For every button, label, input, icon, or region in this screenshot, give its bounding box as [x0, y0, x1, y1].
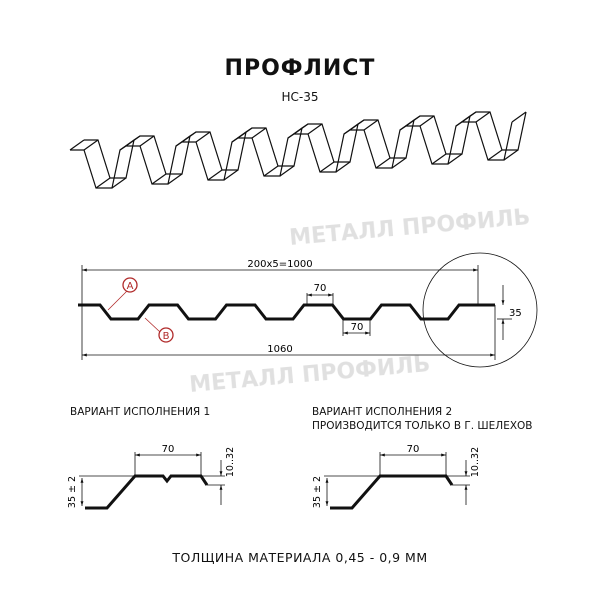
sheet-rib-line: [335, 161, 351, 173]
sheet-rib-line: [125, 135, 141, 147]
variant1-label: ВАРИАНТ ИСПОЛНЕНИЯ 1: [70, 406, 211, 418]
sheet-rib-line: [391, 157, 407, 169]
material-thickness: ТОЛЩИНА МАТЕРИАЛА 0,45 - 0,9 ММ: [172, 550, 428, 565]
profile-detail: [85, 474, 209, 510]
model-code: НС-35: [281, 90, 319, 104]
detail-width-label: 70: [407, 444, 420, 455]
marker-b: [158, 327, 174, 343]
variant1-detail: 70 35 ± 2 10..32: [67, 444, 236, 510]
sheet-rib-line: [487, 149, 503, 161]
page-title: ПРОФЛИСТ: [224, 56, 376, 81]
pitch-label: 200x5=1000: [247, 259, 312, 270]
sheet-rib-line: [503, 149, 519, 161]
sheet-rib-line: [405, 115, 421, 127]
sheet-rib-line: [363, 119, 379, 131]
marker-a: [122, 277, 138, 293]
sheet-rib-line: [307, 123, 323, 135]
sheet-back-edge: [84, 111, 527, 179]
detail-bend-label: 10..32: [225, 447, 236, 477]
variant2-note: ПРОИЗВОДИТСЯ ТОЛЬКО В Г. ШЕЛЕХОВ: [312, 420, 533, 432]
sheet-rib-line: [69, 139, 85, 151]
sheet-rib-line: [181, 131, 197, 143]
sheet-rib-line: [237, 127, 253, 139]
sheet-rib-line: [207, 169, 223, 181]
sheet-rib-line: [111, 177, 127, 189]
sheet-front-edge: [70, 121, 513, 189]
sheet-profile: [78, 303, 495, 321]
width-label: 1060: [267, 344, 292, 355]
sheet-rib-line: [251, 127, 267, 139]
watermark: МЕТАЛЛ ПРОФИЛЬ МЕТАЛЛ ПРОФИЛЬ: [188, 205, 531, 398]
height-label: 35: [509, 308, 522, 319]
bottom-flat-label: 70: [351, 322, 364, 333]
sheet-rib-line: [263, 165, 279, 177]
profile-detail: [330, 474, 454, 510]
variant2-detail: 70 35 ± 2 10..32: [312, 444, 481, 510]
top-flat-label: 70: [314, 283, 327, 294]
detail-height-label: 35 ± 2: [67, 476, 78, 508]
marker-b-label: B: [163, 331, 170, 342]
sheet-rib-line: [167, 173, 183, 185]
sheet-rib-line: [319, 161, 335, 173]
sheet-rib-line: [431, 153, 447, 165]
sheet-rib-line: [511, 111, 527, 123]
sheet-rib-line: [139, 135, 155, 147]
sheet-rib-line: [447, 153, 463, 165]
sheet-rib-line: [223, 169, 239, 181]
dimension-lines: [81, 252, 538, 368]
sheet-rib-line: [83, 139, 99, 151]
sheet-rib-line: [475, 111, 491, 123]
watermark-text-2: МЕТАЛЛ ПРОФИЛЬ: [188, 352, 431, 398]
sheet-rib-line: [349, 119, 365, 131]
marker-a-label: A: [127, 281, 134, 292]
sheet-perspective: [69, 111, 527, 189]
watermark-text-1: МЕТАЛЛ ПРОФИЛЬ: [288, 205, 531, 251]
sheet-rib-line: [151, 173, 167, 185]
sheet-rib-line: [375, 157, 391, 169]
sheet-rib-line: [419, 115, 435, 127]
detail-bend-label: 10..32: [470, 447, 481, 477]
profile-line: [78, 303, 495, 321]
detail-width-label: 70: [162, 444, 175, 455]
sheet-rib-line: [195, 131, 211, 143]
variant2-label: ВАРИАНТ ИСПОЛНЕНИЯ 2: [312, 406, 453, 418]
sheet-rib-line: [461, 111, 477, 123]
sheet-rib-line: [293, 123, 309, 135]
detail-height-label: 35 ± 2: [312, 476, 323, 508]
sheet-rib-line: [279, 165, 295, 177]
sheet-rib-line: [95, 177, 111, 189]
